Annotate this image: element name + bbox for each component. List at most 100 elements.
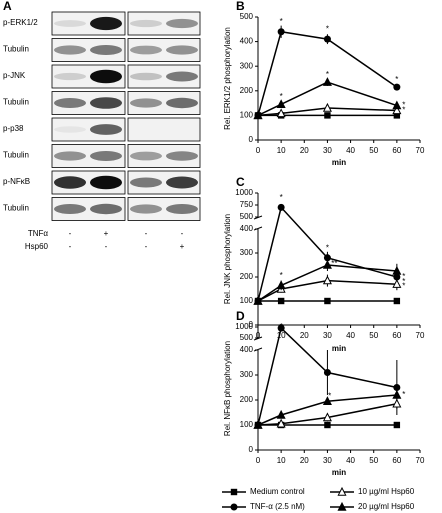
legend-label: TNF-α (2.5 nM) (250, 502, 305, 511)
x-tick-label: 50 (369, 331, 378, 340)
legend-marker (337, 501, 347, 511)
legend-label: Medium control (250, 487, 305, 496)
y-tick-label: 300 (240, 248, 254, 257)
condition-sign: + (180, 242, 185, 251)
blot-band (130, 19, 162, 28)
annotation: * (402, 101, 405, 110)
blot-band (130, 98, 162, 108)
y-tick-label: 400 (240, 37, 254, 46)
blot-row-label: Tubulin (3, 151, 29, 160)
blot-band (166, 18, 198, 29)
x-axis-label: min (332, 468, 346, 477)
data-point (324, 112, 331, 119)
y-tick-label: 500 (240, 12, 254, 21)
blot-row-label: p-JNK (3, 71, 26, 80)
legend-marker (230, 503, 238, 511)
data-point (324, 297, 331, 305)
data-point (276, 409, 286, 419)
series-line (257, 107, 397, 117)
condition-sign: + (104, 229, 109, 238)
x-tick-label: 20 (300, 146, 309, 155)
data-point (277, 28, 285, 36)
x-tick-label: 40 (346, 456, 355, 465)
blot-band (90, 203, 122, 215)
y-axis-label: Rel. ERK1/2 phosphorylation (223, 27, 232, 130)
data-point (322, 412, 332, 422)
data-point (323, 254, 331, 262)
blot-band (166, 204, 198, 214)
blot-box (127, 64, 201, 89)
annotation: * (402, 282, 405, 291)
data-point (253, 295, 263, 305)
x-tick-label: 50 (369, 146, 378, 155)
data-point (276, 108, 286, 118)
data-point (322, 396, 332, 405)
blot-box (51, 117, 126, 142)
annotation: * (280, 322, 283, 331)
data-point (322, 77, 332, 86)
series-line (257, 30, 398, 116)
x-tick-label: 10 (277, 456, 286, 465)
y-tick-label: 100 (240, 296, 254, 305)
blot-band (166, 151, 198, 161)
data-point (392, 100, 402, 110)
panel-label: C (236, 175, 245, 189)
annotation: * (280, 92, 283, 101)
y-tick-label: 1000 (235, 322, 253, 331)
series-line (257, 326, 398, 426)
condition-sign: - (145, 229, 148, 238)
x-tick-label: 20 (300, 456, 309, 465)
x-tick-label: 60 (392, 146, 401, 155)
y-tick-label: 100 (240, 420, 254, 429)
blot-box (127, 197, 201, 221)
data-point (276, 418, 286, 428)
data-point (253, 110, 263, 120)
legend-marker (337, 486, 347, 496)
y-tick-label: 500 (240, 333, 254, 342)
annotation: * (280, 17, 283, 26)
blot-band (130, 204, 162, 214)
data-point (392, 389, 402, 399)
blot-box (51, 38, 126, 62)
x-tick-label: 10 (277, 331, 286, 340)
blot-box (127, 117, 201, 142)
blot-band (54, 98, 86, 108)
data-point (323, 35, 331, 43)
blot-band (90, 175, 122, 190)
blot-box (51, 197, 126, 221)
annotation: ** (331, 259, 337, 268)
x-tick-label: 20 (300, 331, 309, 340)
series-line (257, 279, 397, 302)
y-tick-label: 200 (240, 86, 254, 95)
x-tick-label: 40 (346, 331, 355, 340)
data-point (393, 421, 401, 429)
series-line (257, 394, 397, 426)
y-tick-label: 0 (249, 135, 254, 144)
y-tick-label: 0 (249, 320, 254, 329)
blot-band (54, 151, 86, 161)
panel-label: A (3, 0, 12, 13)
x-axis-label: min (332, 158, 346, 167)
blot-row-label: p-p38 (3, 124, 24, 133)
x-tick-label: 0 (256, 456, 261, 465)
y-tick-label: 300 (240, 370, 254, 379)
blot-band (90, 45, 122, 55)
data-point (324, 421, 331, 429)
data-point (392, 398, 402, 408)
y-tick-label: 1000 (235, 188, 253, 197)
y-tick-label: 300 (240, 61, 254, 70)
annotation: * (326, 24, 329, 33)
data-point (392, 105, 402, 115)
blot-band (90, 16, 122, 31)
data-point (322, 259, 332, 269)
x-axis-label: min (332, 344, 346, 353)
x-tick-label: 60 (392, 456, 401, 465)
data-point (323, 369, 331, 376)
annotation: * (402, 106, 405, 115)
x-tick-label: 30 (323, 456, 332, 465)
data-point (393, 297, 401, 305)
annotation: * (402, 390, 405, 399)
condition-sign: - (105, 242, 108, 251)
blot-band (90, 124, 122, 135)
